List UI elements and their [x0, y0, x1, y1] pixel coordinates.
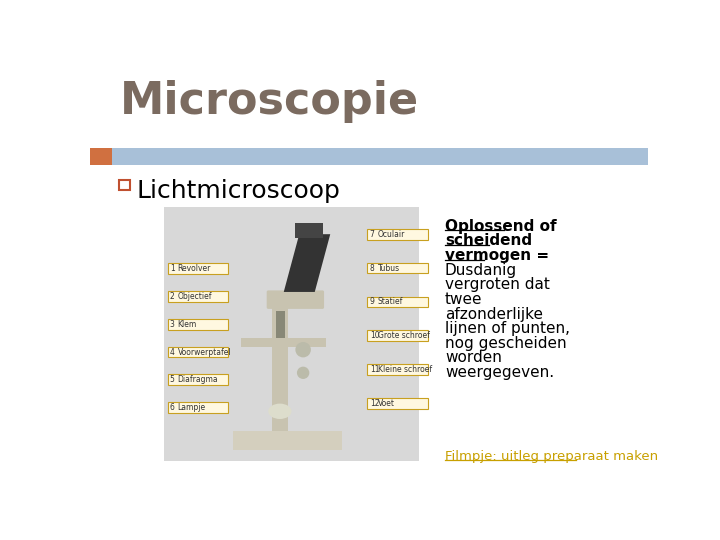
- Text: Voorwerptafel: Voorwerptafel: [178, 348, 231, 356]
- Text: lijnen of punten,: lijnen of punten,: [445, 321, 570, 336]
- Text: 12: 12: [370, 399, 379, 408]
- Text: Statief: Statief: [377, 298, 403, 307]
- Text: Lampje: Lampje: [178, 403, 206, 412]
- Text: 3: 3: [170, 320, 175, 329]
- Text: nog gescheiden: nog gescheiden: [445, 336, 567, 351]
- FancyBboxPatch shape: [367, 229, 428, 240]
- Text: 1: 1: [170, 265, 174, 273]
- FancyBboxPatch shape: [168, 319, 228, 330]
- Bar: [272, 303, 287, 430]
- Polygon shape: [284, 234, 330, 292]
- FancyBboxPatch shape: [168, 264, 228, 274]
- Text: 9: 9: [370, 298, 374, 307]
- FancyBboxPatch shape: [367, 398, 428, 409]
- Text: 11: 11: [370, 365, 379, 374]
- FancyBboxPatch shape: [367, 330, 428, 341]
- FancyBboxPatch shape: [266, 291, 324, 309]
- Bar: [120, 180, 130, 190]
- Bar: [241, 338, 326, 347]
- Text: Filmpje: uitleg preparaat maken: Filmpje: uitleg preparaat maken: [445, 450, 658, 463]
- Text: vergroten dat: vergroten dat: [445, 278, 550, 292]
- Bar: [90, 148, 112, 165]
- Bar: [276, 311, 285, 338]
- Text: afzonderlijke: afzonderlijke: [445, 307, 543, 322]
- Text: Grote schroef: Grote schroef: [377, 332, 429, 340]
- Text: Klem: Klem: [178, 320, 197, 329]
- Text: twee: twee: [445, 292, 482, 307]
- Text: Kleine schroef: Kleine schroef: [377, 365, 432, 374]
- Text: Oculair: Oculair: [377, 230, 405, 239]
- FancyBboxPatch shape: [168, 402, 228, 413]
- Text: Objectief: Objectief: [178, 292, 212, 301]
- Bar: [295, 222, 323, 238]
- Ellipse shape: [269, 403, 292, 419]
- Text: scheidend: scheidend: [445, 233, 532, 248]
- FancyBboxPatch shape: [168, 291, 228, 302]
- Text: 6: 6: [170, 403, 175, 412]
- FancyBboxPatch shape: [367, 296, 428, 307]
- Text: Microscopie: Microscopie: [120, 80, 418, 123]
- Text: Voet: Voet: [377, 399, 395, 408]
- Text: worden: worden: [445, 350, 502, 366]
- Text: Dusdanig: Dusdanig: [445, 262, 517, 278]
- Text: Lichtmicroscoop: Lichtmicroscoop: [137, 179, 341, 202]
- Text: 4: 4: [170, 348, 175, 356]
- Text: Diafragma: Diafragma: [178, 375, 218, 384]
- Text: 7: 7: [370, 230, 374, 239]
- Text: 8: 8: [370, 264, 374, 273]
- Text: Revolver: Revolver: [178, 265, 211, 273]
- Text: Oplossend of: Oplossend of: [445, 219, 557, 234]
- Text: vermogen =: vermogen =: [445, 248, 549, 263]
- Text: Tubus: Tubus: [377, 264, 400, 273]
- Bar: [163, 207, 419, 461]
- Text: 10: 10: [370, 332, 379, 340]
- Text: 2: 2: [170, 292, 174, 301]
- Ellipse shape: [295, 342, 311, 357]
- FancyBboxPatch shape: [367, 364, 428, 375]
- FancyBboxPatch shape: [168, 347, 228, 357]
- FancyBboxPatch shape: [168, 374, 228, 385]
- FancyBboxPatch shape: [367, 262, 428, 273]
- Bar: [112, 148, 648, 165]
- Text: 5: 5: [170, 375, 175, 384]
- Text: weergegeven.: weergegeven.: [445, 365, 554, 380]
- Ellipse shape: [297, 367, 310, 379]
- Bar: [233, 430, 342, 450]
